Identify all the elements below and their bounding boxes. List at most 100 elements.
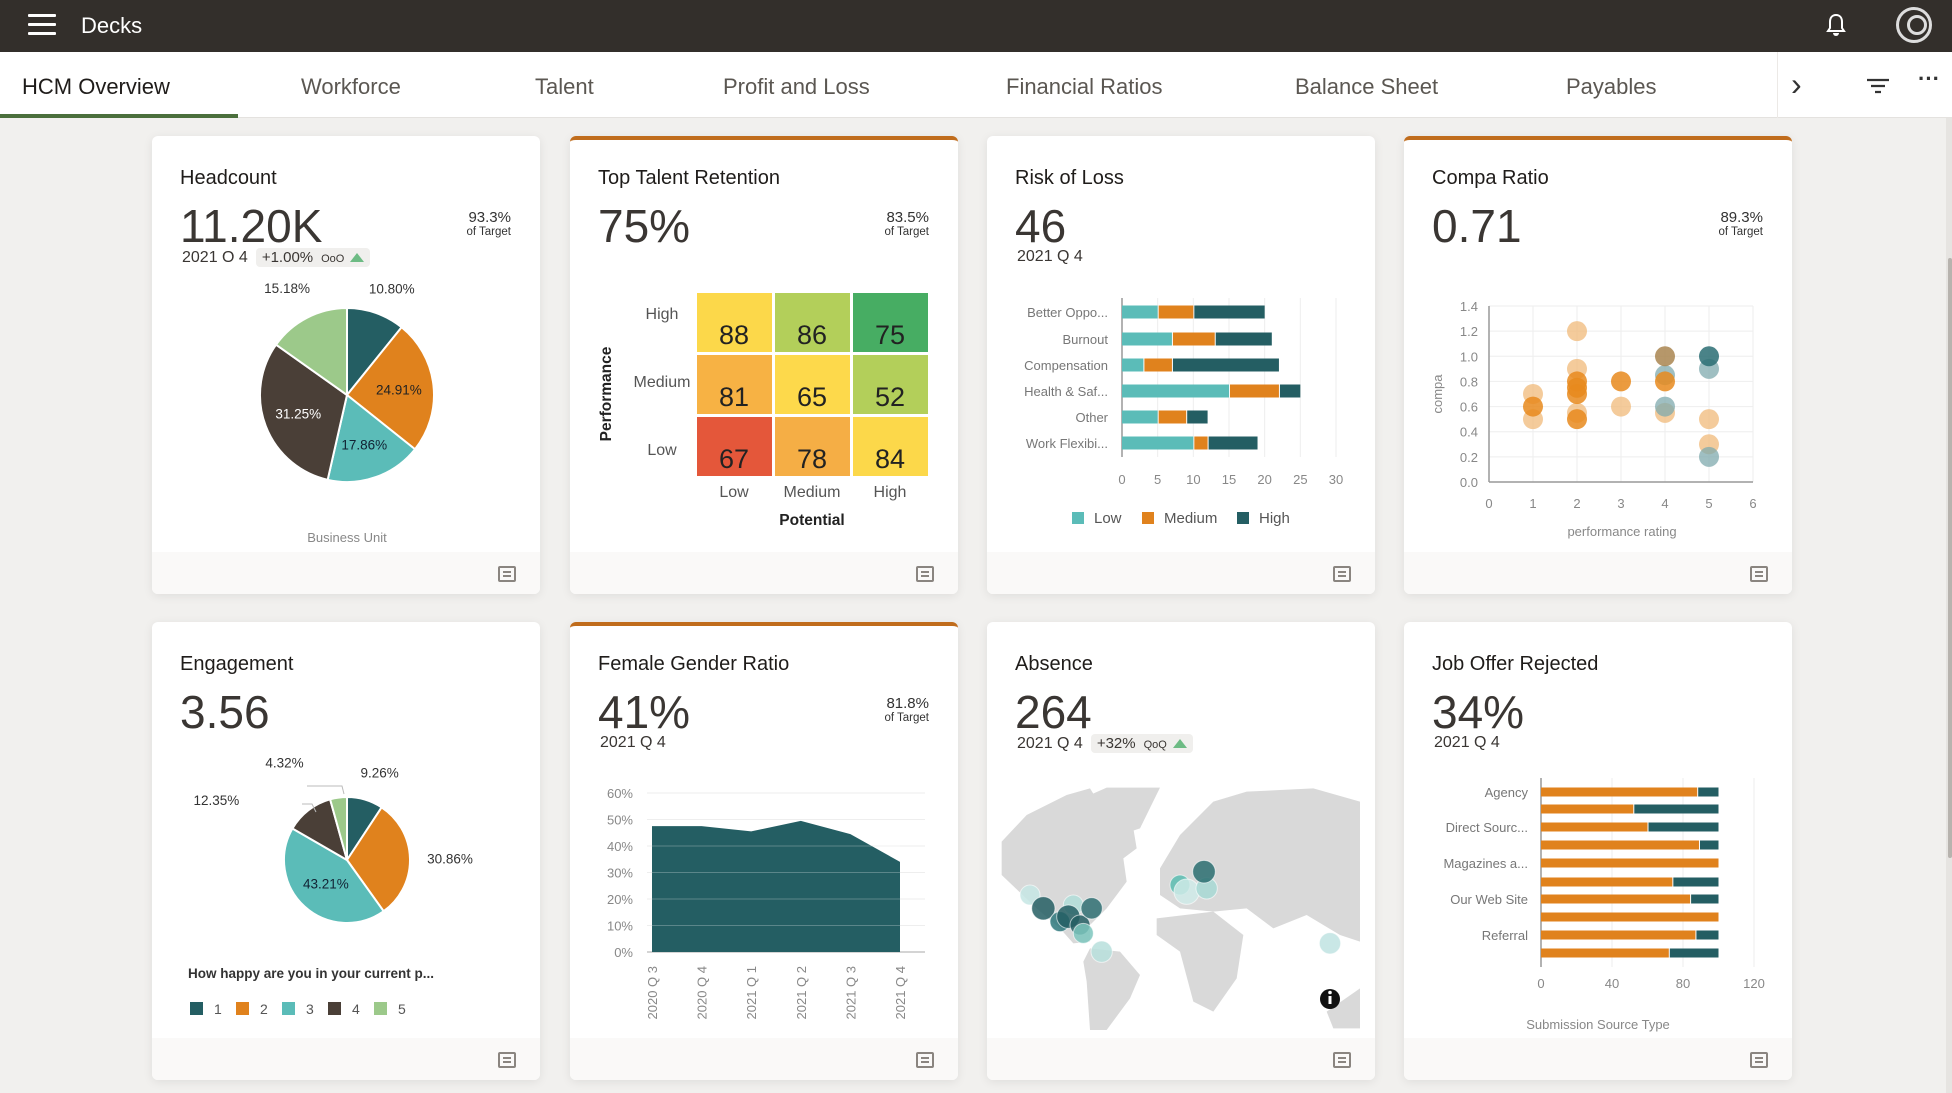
bar-segment (1215, 332, 1272, 346)
comment-icon[interactable] (1750, 1052, 1768, 1068)
data-label: 43.21% (303, 876, 349, 891)
x-axis-title: Potential (779, 512, 844, 529)
tick-label: 4 (1661, 496, 1668, 511)
job-offer-rejected-card[interactable]: Job Offer Rejected 34% 2021 Q 4 0 40 80 120… (1404, 622, 1792, 1080)
headcount-card[interactable]: Headcount 11.20K 2021 O 4 +1.00% OoO 93.3%… (152, 136, 540, 594)
tab-financial-ratios[interactable]: Financial Ratios (1006, 74, 1163, 99)
vertical-scrollbar[interactable] (1946, 118, 1952, 1093)
area-series (652, 820, 900, 952)
info-icon[interactable] (1320, 989, 1340, 1009)
target-indicator: 81.8% of Target (884, 696, 929, 725)
bar-segment (1541, 930, 1696, 940)
female-gender-ratio-card[interactable]: Female Gender Ratio 41% 2021 Q 4 81.8% of… (570, 622, 958, 1080)
tick-label: 3 (1617, 496, 1624, 511)
engagement-card[interactable]: Engagement 3.56 9.26% 30.86% 43.21% 12.35% 4… (152, 622, 540, 1080)
pie-slice (328, 795, 348, 861)
tick-label: 50% (607, 813, 633, 828)
tick-label: 0.0 (1460, 475, 1478, 490)
scrollbar-thumb[interactable] (1948, 258, 1952, 858)
comment-icon[interactable] (916, 1052, 934, 1068)
heatmap-value: 84 (875, 444, 905, 474)
data-label: 31.25% (275, 407, 321, 422)
filter-icon[interactable] (1866, 78, 1890, 94)
bar-segment (1699, 840, 1719, 850)
tick-label: 2020 Q 3 (645, 966, 660, 1020)
category-label: Work Flexibi... (1026, 436, 1108, 451)
legend-title: How happy are you in your current p... (188, 966, 434, 981)
card-title: Risk of Loss (1015, 167, 1124, 189)
bar-segment (1158, 305, 1194, 319)
tick-label: 0.2 (1460, 450, 1478, 465)
scatter-point (1523, 396, 1543, 417)
category-label: Agency (1485, 785, 1529, 800)
change-value: +32% (1096, 735, 1136, 752)
bar-segment (1158, 410, 1187, 424)
tab-bar: HCM Overview Workforce Talent Profit and… (0, 52, 1952, 118)
top-talent-retention-card[interactable]: Top Talent Retention 75% 83.5% of Target … (570, 136, 958, 594)
legend-swatch (282, 1002, 295, 1015)
hamburger-menu-icon[interactable] (28, 14, 56, 36)
bell-icon[interactable] (1824, 12, 1848, 38)
bar-segment (1696, 930, 1719, 940)
more-options-icon[interactable]: ··· (1918, 66, 1940, 91)
tick-label: 60% (607, 786, 633, 801)
tick-label: 40 (1605, 976, 1619, 991)
chevron-right-icon[interactable]: › (1791, 66, 1802, 102)
tab-profit-and-loss[interactable]: Profit and Loss (723, 74, 870, 99)
heatmap-cell (853, 417, 928, 476)
comment-icon[interactable] (1333, 1052, 1351, 1068)
land-mass (1090, 787, 1160, 835)
tab-talent[interactable]: Talent (535, 74, 594, 99)
target-pct: 89.3% (1720, 209, 1763, 226)
absence-bubble (1072, 922, 1094, 944)
tab-workforce[interactable]: Workforce (301, 74, 401, 99)
tick-label: 2021 Q 3 (843, 966, 858, 1020)
category-label: Direct Sourc... (1446, 820, 1528, 835)
comment-icon[interactable] (916, 566, 934, 582)
data-label: 4.32% (265, 756, 303, 771)
tick-label: 80 (1676, 976, 1690, 991)
app-title: Decks (81, 13, 143, 38)
talent-heatmap: 88 86 75 81 65 52 67 78 84 High Medium Low Low Medium… (598, 293, 928, 529)
absence-world-map[interactable] (987, 622, 1375, 1042)
bar-segment (1669, 948, 1719, 958)
engagement-pie-chart: 9.26% 30.86% 43.21% 12.35% 4.32% How happy ar… (188, 756, 473, 1017)
land-mass (1083, 948, 1140, 1030)
tab-balance-sheet[interactable]: Balance Sheet (1295, 74, 1439, 99)
kpi-value: 75% (598, 200, 691, 252)
target-label: of Target (884, 712, 929, 724)
bar-segment (1194, 305, 1265, 319)
scatter-point (1699, 446, 1719, 467)
bar-segment (1648, 822, 1719, 832)
heatmap-value: 81 (719, 382, 749, 412)
tab-payables[interactable]: Payables (1566, 74, 1657, 99)
tick-label: 1 (1529, 496, 1536, 511)
bar-segment (1122, 305, 1158, 319)
heatmap-value: 75 (875, 320, 905, 350)
card-footer (987, 1038, 1375, 1080)
absence-card[interactable]: Absence 264 2021 Q 4 +32% QoQ (987, 622, 1375, 1080)
target-pct: 93.3% (468, 209, 511, 226)
bar-segment (1541, 840, 1699, 850)
scatter-point (1655, 346, 1675, 367)
bar-segment (1541, 804, 1634, 814)
bar-segment (1541, 822, 1648, 832)
kpi-period: 2021 Q 4 (600, 734, 666, 751)
avatar-icon[interactable] (1896, 7, 1932, 43)
bar-segment (1172, 332, 1215, 346)
risk-of-loss-card[interactable]: Risk of Loss 46 2021 Q 4 0 5 10 15 20 25 30 Bet… (987, 136, 1375, 594)
category-label: Better Oppo... (1027, 305, 1108, 320)
comment-icon[interactable] (1750, 566, 1768, 582)
category-label: Referral (1482, 928, 1528, 943)
data-label: 24.91% (376, 382, 422, 397)
comment-icon[interactable] (498, 1052, 516, 1068)
bar-segment (1208, 436, 1258, 450)
tick-label: 30% (607, 866, 633, 881)
pie-slice (326, 393, 417, 483)
kpi-value: 0.71 (1432, 200, 1522, 252)
comment-icon[interactable] (498, 566, 516, 582)
comment-icon[interactable] (1333, 566, 1351, 582)
heatmap-cell (853, 293, 928, 352)
tab-hcm-overview[interactable]: HCM Overview (22, 74, 170, 99)
